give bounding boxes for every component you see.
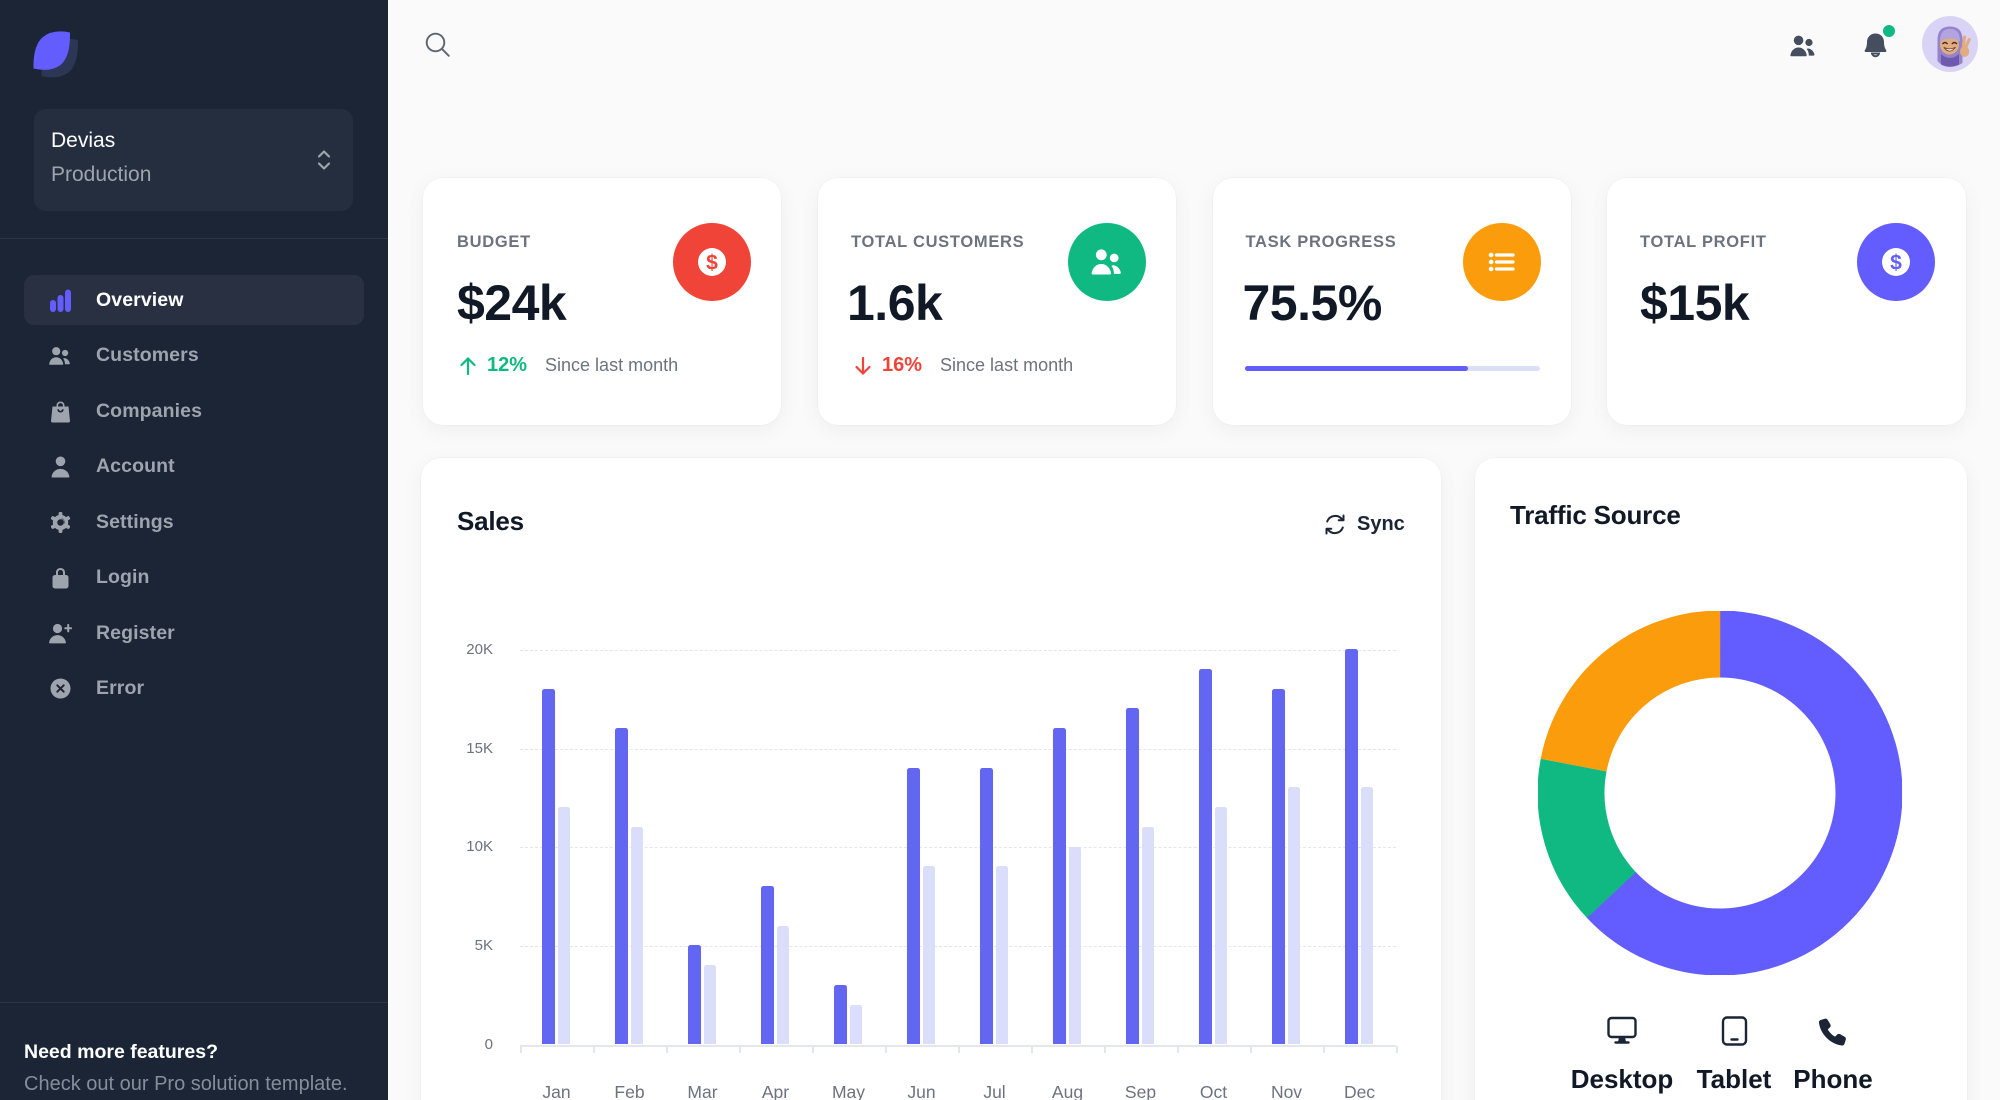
svg-text:$: $ — [706, 252, 718, 275]
svg-text:$: $ — [1890, 252, 1902, 275]
